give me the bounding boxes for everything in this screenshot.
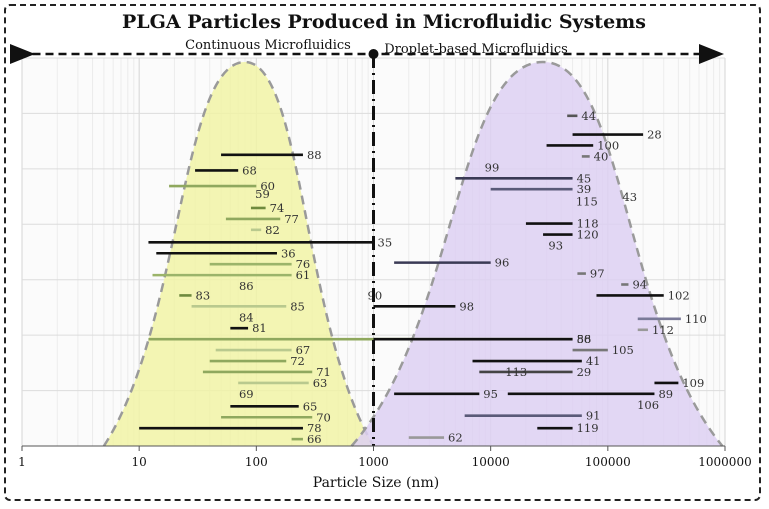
- x-tick-label: 1000: [358, 455, 389, 469]
- bar-label-86: 86: [577, 332, 592, 346]
- bar-label-96: 96: [495, 256, 510, 270]
- bar-label-88: 88: [307, 148, 322, 162]
- bar-label-77: 77: [284, 212, 299, 226]
- bar-label-62: 62: [448, 431, 463, 445]
- bar-label-91: 91: [586, 409, 601, 423]
- bar-label-45: 45: [577, 171, 592, 185]
- bar-label-60: 60: [260, 179, 275, 193]
- x-tick-label: 100000: [585, 455, 631, 469]
- bar-label-100: 100: [597, 138, 619, 152]
- bar-label-40: 40: [594, 149, 609, 163]
- bar-label-110: 110: [685, 312, 707, 326]
- bar-label-44: 44: [581, 109, 596, 123]
- bar-label-43: 43: [622, 190, 637, 204]
- bar-label-119: 119: [577, 421, 599, 435]
- bar-label-120: 120: [577, 228, 599, 242]
- chart-title: PLGA Particles Produced in Microfluidic …: [122, 11, 646, 33]
- bar-label-81: 81: [252, 321, 267, 335]
- bar-label-67: 67: [296, 343, 311, 357]
- bar-label-83: 83: [196, 288, 211, 302]
- bar-label-98: 98: [459, 299, 474, 313]
- bar-label-105: 105: [612, 343, 634, 357]
- bar-label-36: 36: [281, 246, 296, 260]
- bar-label-106: 106: [637, 398, 659, 412]
- bar-label-66: 66: [307, 432, 322, 446]
- x-tick-label: 1000000: [698, 455, 751, 469]
- bar-label-84: 84: [239, 310, 254, 324]
- bar-label-102: 102: [668, 288, 690, 302]
- region-label-continuous: Continuous Microfluidics: [185, 38, 351, 53]
- x-axis-ticks: 1 10 100 1000 10000 100000 1000000: [18, 446, 752, 469]
- bar-label-94: 94: [632, 277, 647, 291]
- bar-label-35: 35: [378, 235, 393, 249]
- bar-label-39: 39: [577, 182, 592, 196]
- x-tick-label: 10000: [472, 455, 510, 469]
- x-axis-label: Particle Size (nm): [313, 475, 439, 491]
- bar-label-78: 78: [307, 421, 322, 435]
- bar-label-115: 115: [576, 195, 598, 209]
- bar-label-71: 71: [316, 365, 331, 379]
- bar-label-61: 61: [296, 268, 311, 282]
- bar-label-69: 69: [239, 387, 254, 401]
- x-tick-label: 1: [18, 455, 26, 469]
- chart-frame: 88 68 60 59 74 77 82 35 36 76 61 86 83 85 84 81 86 67 72 71…: [4, 4, 761, 501]
- bar-label-118: 118: [577, 217, 599, 231]
- bar-label-28: 28: [647, 128, 662, 142]
- bar-label-29: 29: [577, 365, 592, 379]
- divider-dot: [368, 49, 379, 59]
- x-tick-label: 10: [132, 455, 147, 469]
- bar-label-89: 89: [658, 387, 673, 401]
- bar-label-86: 86: [239, 279, 254, 293]
- bar-label-99: 99: [485, 160, 500, 174]
- bar-label-58: 58: [577, 332, 592, 346]
- bar-label-85: 85: [290, 299, 305, 313]
- bar-label-95: 95: [483, 387, 498, 401]
- x-tick-label: 100: [245, 455, 268, 469]
- bar-label-112: 112: [652, 323, 674, 337]
- region-label-droplet: Droplet-based Microfluidics: [384, 42, 568, 57]
- bar-label-65: 65: [303, 399, 318, 413]
- bar-label-59: 59: [255, 187, 270, 201]
- bar-label-109: 109: [682, 376, 704, 390]
- bar-label-93: 93: [548, 238, 563, 252]
- bar-label-68: 68: [242, 163, 257, 177]
- bar-label-97: 97: [590, 267, 605, 281]
- droplet-region: [350, 60, 724, 447]
- bar-label-72: 72: [290, 354, 305, 368]
- bar-label-70: 70: [316, 410, 331, 424]
- bar-label-41: 41: [586, 354, 601, 368]
- bar-label-63: 63: [313, 376, 328, 390]
- bar-label-76: 76: [296, 257, 311, 271]
- bar-label-113: 113: [505, 365, 527, 379]
- bar-label-82: 82: [265, 223, 280, 237]
- bar-label-74: 74: [270, 201, 285, 215]
